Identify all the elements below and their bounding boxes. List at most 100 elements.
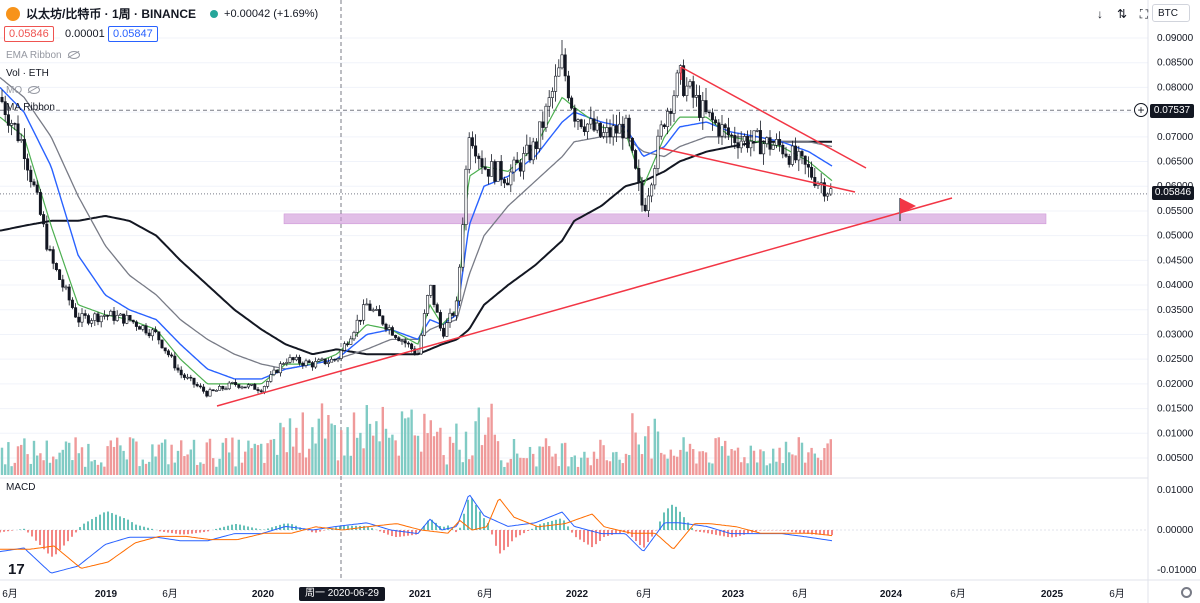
fullscreen-icon[interactable]: ⛶ [1139, 7, 1149, 21]
candle-up [150, 329, 154, 337]
volume-bar [532, 453, 535, 475]
candle-down [170, 354, 174, 357]
candle-up [826, 193, 830, 197]
macd-histogram-bar [343, 525, 345, 530]
candle-up [93, 313, 97, 321]
candle-down [368, 303, 372, 311]
volume-bar [340, 430, 343, 475]
macd-histogram-bar [323, 530, 325, 531]
macd-histogram-bar [23, 528, 25, 530]
symbol-header[interactable]: 以太坊/比特币 · 1周 · BINANCE +0.00042 (+1.69%) [6, 5, 318, 22]
candle-down [147, 332, 151, 337]
candle-down [182, 374, 186, 378]
macd-histogram-bar [135, 524, 137, 530]
macd-histogram-bar [235, 524, 237, 530]
volume-bar [653, 418, 656, 475]
macd-histogram-bar [383, 530, 385, 533]
settings-gear-icon[interactable] [1181, 587, 1192, 598]
candlesticks [0, 40, 833, 398]
volume-bar [205, 442, 208, 475]
candle-up [595, 122, 599, 131]
volume-bar [650, 458, 653, 475]
candle-down [630, 137, 634, 151]
candle-up [739, 140, 743, 149]
tradingview-logo[interactable]: 17 [8, 561, 25, 578]
candle-down [323, 358, 327, 365]
candle-up [509, 171, 513, 186]
hidden-eye-icon[interactable] [28, 86, 41, 95]
candle-down [291, 357, 295, 361]
macd-legend[interactable]: MACD [6, 482, 35, 493]
macd-histogram-bar [159, 530, 161, 532]
candle-up [429, 284, 433, 296]
candle-up [125, 315, 129, 324]
volume-bar [624, 453, 628, 475]
candle-up [90, 320, 94, 324]
volume-bar [215, 466, 218, 475]
volume-legend[interactable]: Vol · ETH [6, 68, 49, 79]
macd-histogram-bar [123, 518, 125, 530]
hidden-indicator-legend[interactable]: MO [6, 85, 41, 96]
candle-up [675, 72, 679, 97]
candle-up [374, 309, 378, 311]
macd-histogram-bar [403, 530, 405, 537]
add-alert-icon[interactable]: + [1134, 103, 1148, 117]
ema-ribbon-legend[interactable]: EMA Ribbon [6, 50, 80, 61]
macd-histogram-bar [163, 530, 165, 532]
volume-bar [349, 455, 352, 475]
volume-bar [160, 442, 164, 475]
candle-down [61, 279, 65, 288]
volume-bar [410, 409, 413, 475]
candle-down [710, 112, 714, 121]
candle-down [166, 350, 170, 356]
candle-up [445, 322, 449, 337]
volume-bar [724, 440, 727, 475]
volume-bar [810, 447, 813, 475]
volume-bar [775, 461, 778, 475]
macd-histogram-bar [823, 530, 825, 535]
volume-bar [432, 436, 436, 475]
candle-down [573, 107, 577, 122]
support-zone [283, 213, 1047, 225]
macd-histogram-bar [199, 530, 201, 533]
volume-bar [180, 440, 183, 475]
volume-bar [640, 454, 644, 475]
macd-histogram-bar [467, 499, 469, 530]
candle-down [45, 223, 49, 250]
candle-up [742, 136, 746, 142]
volume-bar [519, 457, 522, 475]
volume-bar [794, 455, 797, 475]
currency-select[interactable]: BTC [1152, 4, 1190, 22]
volume-bar [746, 463, 749, 475]
volume-bar [372, 435, 375, 475]
candle-down [643, 204, 647, 211]
candle-down [26, 158, 30, 171]
volume-bar [77, 453, 80, 475]
candle-down [442, 327, 446, 337]
candle-up [560, 54, 564, 69]
candle-up [387, 327, 391, 330]
volume-bar [304, 457, 308, 475]
volume-bar [679, 449, 682, 475]
macd-histogram-bar [379, 530, 381, 532]
candle-up [362, 304, 366, 321]
macd-axis-label: 0.01000 [1157, 485, 1194, 496]
compare-icon[interactable]: ⇅ [1116, 7, 1128, 21]
volume-bar [173, 462, 176, 475]
symbol-title[interactable]: 以太坊/比特币 · 1周 · BINANCE [26, 7, 197, 21]
buy-price-button[interactable]: 0.05847 [108, 26, 158, 42]
sell-price-button[interactable]: 0.05846 [4, 26, 54, 42]
volume-bar [247, 440, 250, 475]
candle-up [605, 127, 609, 133]
scroll-down-icon[interactable]: ↓ [1097, 7, 1103, 21]
macd-histogram-bar [35, 530, 37, 541]
macd-histogram-bar [95, 516, 97, 530]
ma-ribbon-legend[interactable]: MA Ribbon [6, 102, 55, 113]
candle-up [266, 381, 270, 387]
macd-histogram-bar [635, 530, 637, 542]
macd-histogram-bar [127, 519, 129, 530]
hidden-eye-icon[interactable] [67, 51, 80, 60]
hidden-indicator-label: MO [6, 85, 23, 96]
volume-bar [493, 434, 496, 475]
